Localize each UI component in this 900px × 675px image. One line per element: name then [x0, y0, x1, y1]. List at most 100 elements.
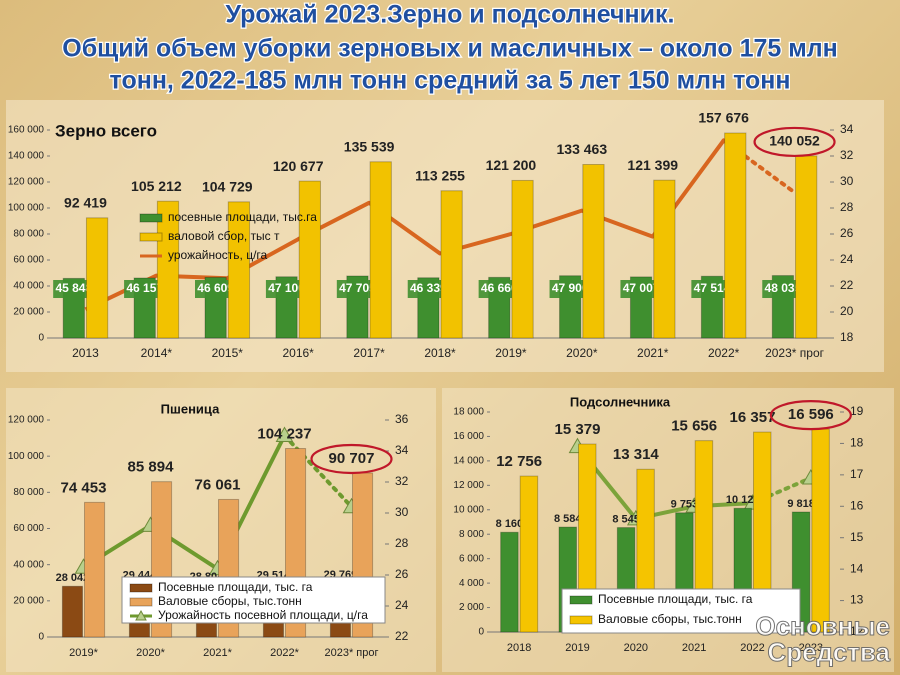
value-label: 121 200 — [486, 157, 537, 173]
y2-tick-label: 22 — [395, 629, 409, 643]
value-label-bg — [124, 280, 166, 298]
x-tick-label: 2023* прог — [765, 346, 825, 360]
value-label: 76 061 — [195, 476, 241, 493]
y-tick-label: 80 000 — [13, 229, 44, 240]
y2-tick-label: 26 — [395, 567, 409, 581]
legend-swatch — [569, 615, 593, 625]
value-label: 85 894 — [128, 459, 175, 476]
value-label: 8 584 — [554, 513, 582, 525]
bar — [724, 132, 747, 339]
x-tick-label: 2017* — [353, 346, 385, 360]
y-tick-label: 100 000 — [8, 451, 45, 462]
x-tick-label: 2018* — [424, 346, 456, 360]
y-tick-label: 140 000 — [8, 151, 45, 162]
y-tick-label: 6 000 — [459, 553, 484, 564]
x-tick-label: 2013 — [72, 346, 99, 360]
bar — [795, 155, 818, 339]
y-tick-label: 8 000 — [459, 529, 484, 540]
y-tick-label: 0 — [478, 627, 484, 638]
x-tick-label: 2022* — [270, 647, 299, 659]
x-tick-label: 2020* — [566, 346, 598, 360]
x-tick-label: 2020* — [136, 647, 165, 659]
x-tick-label: 2016* — [282, 346, 314, 360]
value-label: 120 677 — [273, 158, 324, 174]
value-label: 15 656 — [671, 418, 717, 435]
value-label-bg — [691, 280, 733, 298]
page-title: Общий объем уборки зерновых и масличных … — [62, 35, 837, 63]
y2-tick-label: 26 — [840, 226, 854, 240]
value-label: 113 255 — [415, 167, 465, 183]
y-tick-label: 16 000 — [453, 431, 484, 442]
bar — [653, 179, 676, 339]
value-label: 105 212 — [131, 178, 182, 194]
y-tick-label: 0 — [38, 632, 44, 643]
y2-tick-label: 32 — [840, 148, 854, 162]
y-tick-label: 60 000 — [13, 255, 44, 266]
y2-tick-label: 24 — [840, 252, 854, 266]
x-tick-label: 2018 — [507, 642, 531, 654]
y2-tick-label: 20 — [840, 304, 854, 318]
value-label-bg — [549, 280, 591, 298]
bar — [500, 531, 519, 633]
value-label: 140 052 — [769, 133, 820, 149]
value-label: 15 379 — [555, 421, 601, 438]
value-label: 12 756 — [496, 453, 542, 470]
legend-label: Посевные площади, тыс. га — [598, 592, 753, 606]
value-label: 8 160 — [496, 518, 524, 530]
y-tick-label: 120 000 — [8, 415, 45, 426]
y-tick-label: 18 000 — [453, 407, 484, 418]
bar — [85, 217, 109, 339]
y-tick-label: 100 000 — [8, 203, 45, 214]
value-label: 135 539 — [344, 139, 395, 155]
y-tick-label: 20 000 — [13, 595, 44, 606]
y2-tick-label: 13 — [850, 593, 864, 607]
x-tick-label: 2023 — [799, 642, 823, 654]
value-label: 46 339 — [410, 281, 447, 295]
legend-swatch — [129, 583, 153, 593]
value-label: 47 514 — [694, 281, 731, 295]
x-tick-label: 2022 — [740, 642, 764, 654]
value-label: 9 818 — [787, 498, 815, 510]
value-label: 13 314 — [613, 446, 660, 463]
value-label: 104 237 — [257, 425, 311, 442]
x-tick-label: 2020 — [624, 642, 648, 654]
y2-tick-label: 14 — [850, 561, 864, 575]
y-tick-label: 12 000 — [453, 480, 484, 491]
page-title: Урожай 2023.Зерно и подсолнечник. — [226, 1, 675, 29]
y2-tick-label: 15 — [850, 530, 864, 544]
legend-swatch — [129, 597, 153, 607]
legend-swatch — [139, 232, 163, 242]
value-label: 104 729 — [202, 179, 253, 195]
y2-tick-label: 28 — [840, 200, 854, 214]
value-label: 74 453 — [61, 479, 107, 496]
value-label: 48 035 — [765, 281, 802, 295]
x-tick-label: 2023* прог — [324, 647, 378, 659]
y-tick-label: 120 000 — [8, 177, 45, 188]
bar — [511, 179, 534, 339]
legend-label: посевные площади, тыс.га — [168, 210, 317, 224]
line-forecast — [721, 138, 797, 195]
y2-tick-label: 34 — [840, 122, 854, 136]
value-label-bg — [407, 280, 449, 298]
y2-tick-label: 30 — [840, 174, 854, 188]
x-tick-label: 2019* — [69, 647, 98, 659]
bar — [156, 200, 180, 339]
y-tick-label: 80 000 — [13, 487, 44, 498]
y2-tick-label: 32 — [395, 474, 409, 488]
highlight — [310, 443, 393, 475]
bar — [440, 190, 463, 339]
bar — [61, 585, 84, 638]
value-label: 10 121 — [726, 494, 760, 506]
bar — [519, 475, 539, 633]
y-tick-label: 2 000 — [459, 602, 484, 613]
value-label: 9 753 — [671, 499, 699, 511]
y2-tick-label: 34 — [395, 443, 409, 457]
value-label: 45 848 — [55, 281, 92, 295]
watermark: Средства — [767, 637, 890, 667]
value-label: 47 900 — [552, 281, 589, 295]
bar — [298, 180, 321, 339]
x-tick-label: 2019 — [565, 642, 589, 654]
legend-label: валовой сбор, тыс т — [168, 229, 280, 243]
legend-label: урожайность, ц/га — [168, 248, 268, 262]
